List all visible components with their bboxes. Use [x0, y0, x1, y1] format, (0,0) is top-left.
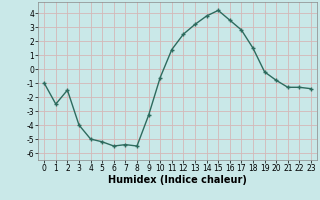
X-axis label: Humidex (Indice chaleur): Humidex (Indice chaleur): [108, 175, 247, 185]
